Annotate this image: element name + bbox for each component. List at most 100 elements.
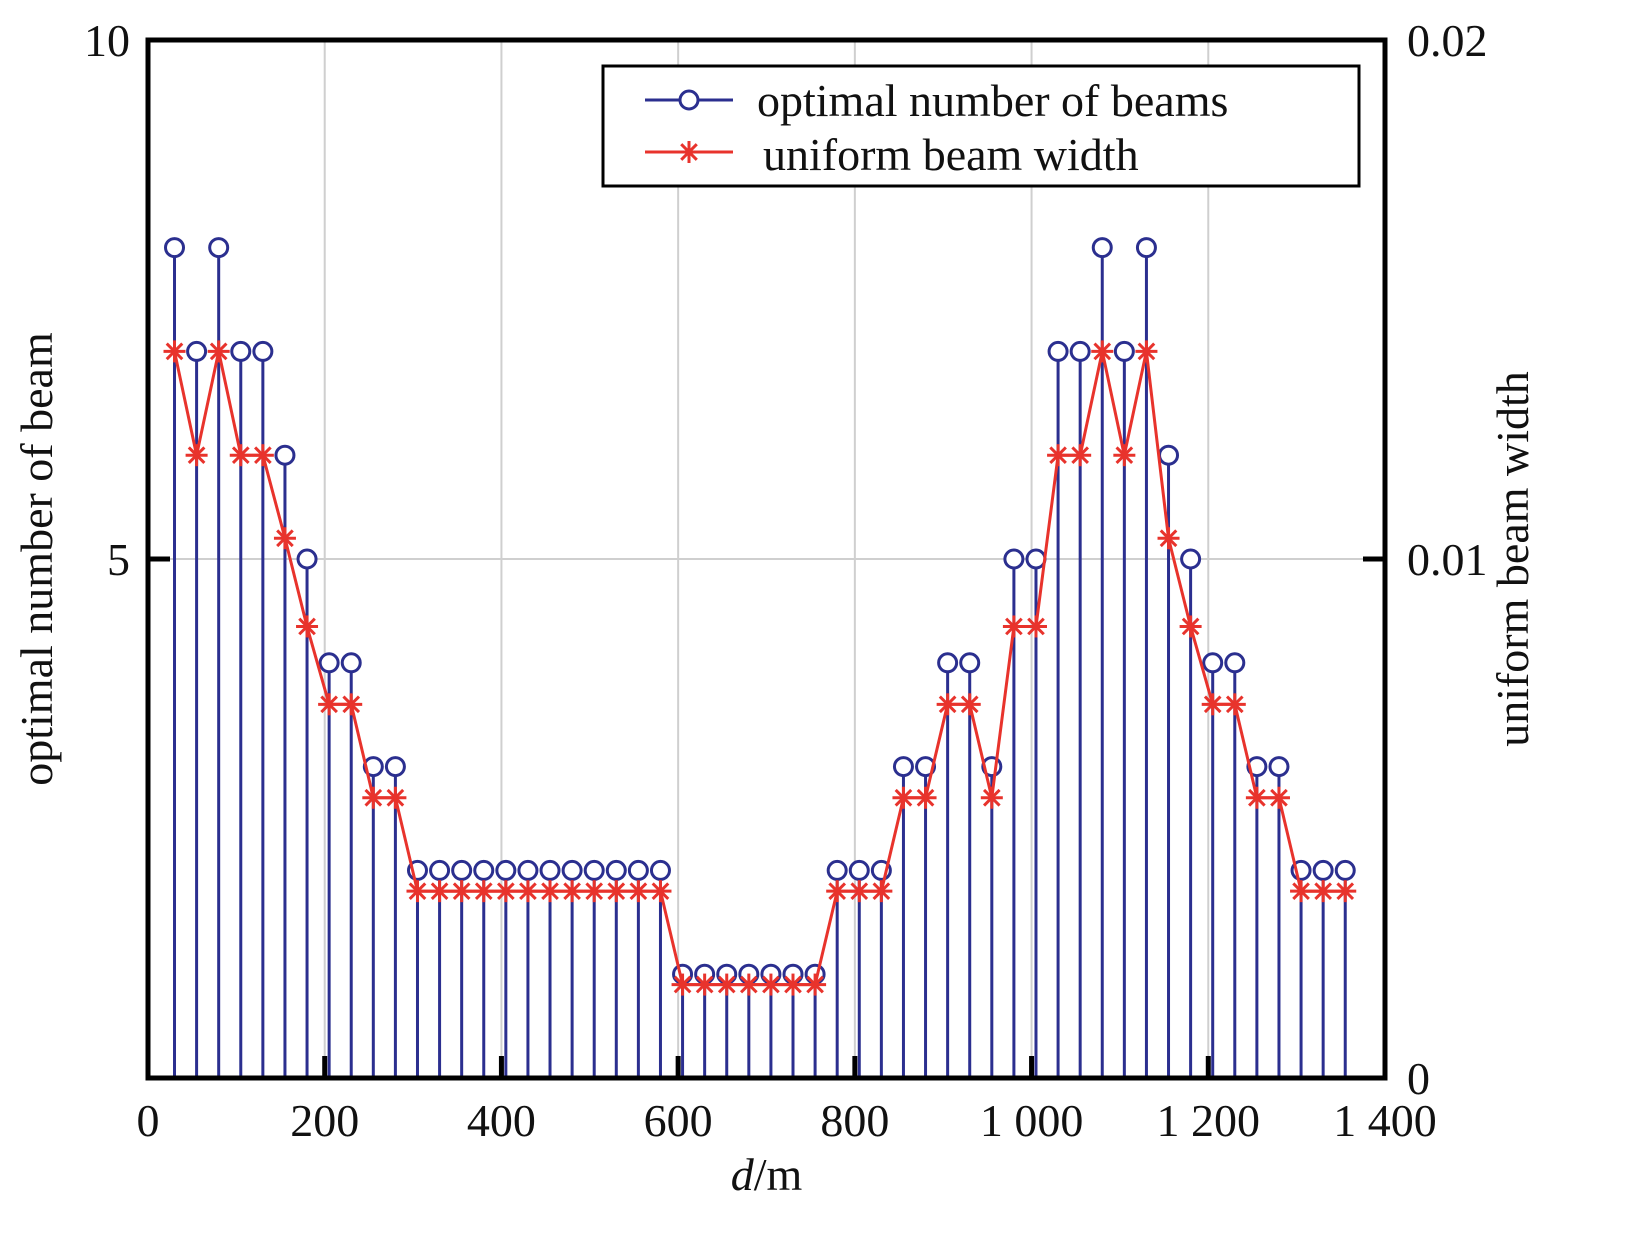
- x-tick-label: 600: [644, 1095, 713, 1146]
- stem-marker: [296, 548, 318, 570]
- x-axis-label-italic: d: [731, 1149, 755, 1200]
- star-stroke: [254, 446, 272, 465]
- star-stroke: [165, 342, 184, 361]
- line-marker: [384, 786, 407, 809]
- star-stroke: [430, 882, 449, 900]
- y-right-tick-label: 0.02: [1407, 15, 1488, 66]
- x-tick-label: 200: [290, 1095, 359, 1146]
- line-marker: [207, 340, 230, 363]
- line-marker: [936, 693, 959, 716]
- x-axis-label: d/m: [731, 1149, 803, 1200]
- stem-marker: [384, 756, 406, 778]
- stem-marker: [274, 444, 296, 466]
- star-stroke: [474, 882, 493, 900]
- y-axis-left-label: optimal number of beam: [11, 332, 62, 786]
- star-stroke: [960, 695, 979, 714]
- stem-marker: [1113, 340, 1135, 362]
- line-marker: [406, 880, 429, 903]
- star-stroke: [695, 975, 714, 994]
- stem-marker: [1180, 548, 1202, 570]
- stem-marker: [495, 859, 517, 881]
- line-marker: [1223, 693, 1246, 716]
- star-stroke: [828, 882, 847, 900]
- line-marker: [958, 693, 981, 716]
- stem-marker: [915, 756, 937, 778]
- star-stroke: [1225, 695, 1244, 714]
- line-marker: [914, 786, 937, 809]
- stem-marker: [362, 756, 384, 778]
- stem-marker: [230, 340, 252, 362]
- stem-marker: [583, 859, 605, 881]
- stem-marker: [252, 340, 274, 362]
- stem-marker: [561, 859, 583, 881]
- legend-stem-marker: [678, 89, 700, 111]
- star-stroke: [607, 882, 626, 900]
- star-stroke: [1314, 882, 1332, 900]
- line-marker: [737, 973, 760, 996]
- legend-label-stem: optimal number of beams: [757, 75, 1228, 126]
- star-stroke: [497, 882, 515, 900]
- line-marker: [1157, 527, 1180, 550]
- line-marker: [472, 880, 495, 903]
- line-marker: [185, 444, 208, 467]
- star-stroke: [298, 617, 316, 636]
- series-line: [173, 351, 1346, 987]
- star-stroke: [1336, 882, 1355, 900]
- star-stroke: [563, 882, 581, 900]
- y-right-tick-label: 0: [1407, 1053, 1430, 1104]
- stem-marker: [473, 859, 495, 881]
- stem-marker: [1091, 237, 1113, 259]
- line-marker: [450, 880, 473, 903]
- legend-line-marker: [678, 141, 700, 163]
- stem-marker: [429, 859, 451, 881]
- line-marker: [826, 880, 849, 903]
- line-marker: [1334, 880, 1357, 903]
- line-marker: [296, 615, 319, 638]
- star-stroke: [762, 975, 780, 994]
- line-marker: [362, 786, 385, 809]
- line-marker: [1047, 444, 1070, 467]
- stem-marker: [1246, 756, 1268, 778]
- star-stroke: [680, 143, 698, 161]
- x-tick-label: 800: [820, 1095, 889, 1146]
- star-stroke: [982, 788, 1001, 807]
- star-stroke: [209, 342, 228, 361]
- line-marker: [1069, 444, 1092, 467]
- stem-marker: [1268, 756, 1290, 778]
- line-marker: [583, 880, 606, 903]
- star-stroke: [651, 882, 670, 900]
- star-stroke: [1027, 617, 1045, 636]
- line-marker: [980, 786, 1003, 809]
- star-stroke: [850, 882, 869, 900]
- stem-marker: [340, 652, 362, 674]
- line-marker: [605, 880, 628, 903]
- line-marker: [782, 973, 805, 996]
- line-series: [163, 340, 1357, 996]
- line-marker: [649, 880, 672, 903]
- star-stroke: [1093, 342, 1112, 361]
- star-stroke: [231, 446, 250, 465]
- stem-marker: [959, 652, 981, 674]
- star-stroke: [1137, 342, 1156, 361]
- star-stroke: [320, 695, 338, 714]
- star-stroke: [1005, 617, 1023, 636]
- tick-labels: 0 200 400 600 800 1 000 1 200 1 400 10 5 0.02 0.01 0: [84, 15, 1488, 1146]
- star-stroke: [673, 975, 692, 994]
- star-stroke: [916, 788, 935, 807]
- star-stroke: [717, 975, 736, 994]
- star-stroke: [342, 695, 361, 714]
- stem-marker: [451, 859, 473, 881]
- line-marker: [759, 973, 782, 996]
- line-marker: [340, 693, 363, 716]
- star-stroke: [519, 882, 537, 900]
- stem-marker: [208, 237, 230, 259]
- x-tick-label: 1 400: [1333, 1095, 1437, 1146]
- line-marker: [848, 880, 871, 903]
- stem-marker: [1158, 444, 1180, 466]
- star-stroke: [1049, 446, 1067, 465]
- line-marker: [561, 880, 584, 903]
- star-stroke: [541, 882, 559, 900]
- axis-ticks: [148, 556, 1385, 1078]
